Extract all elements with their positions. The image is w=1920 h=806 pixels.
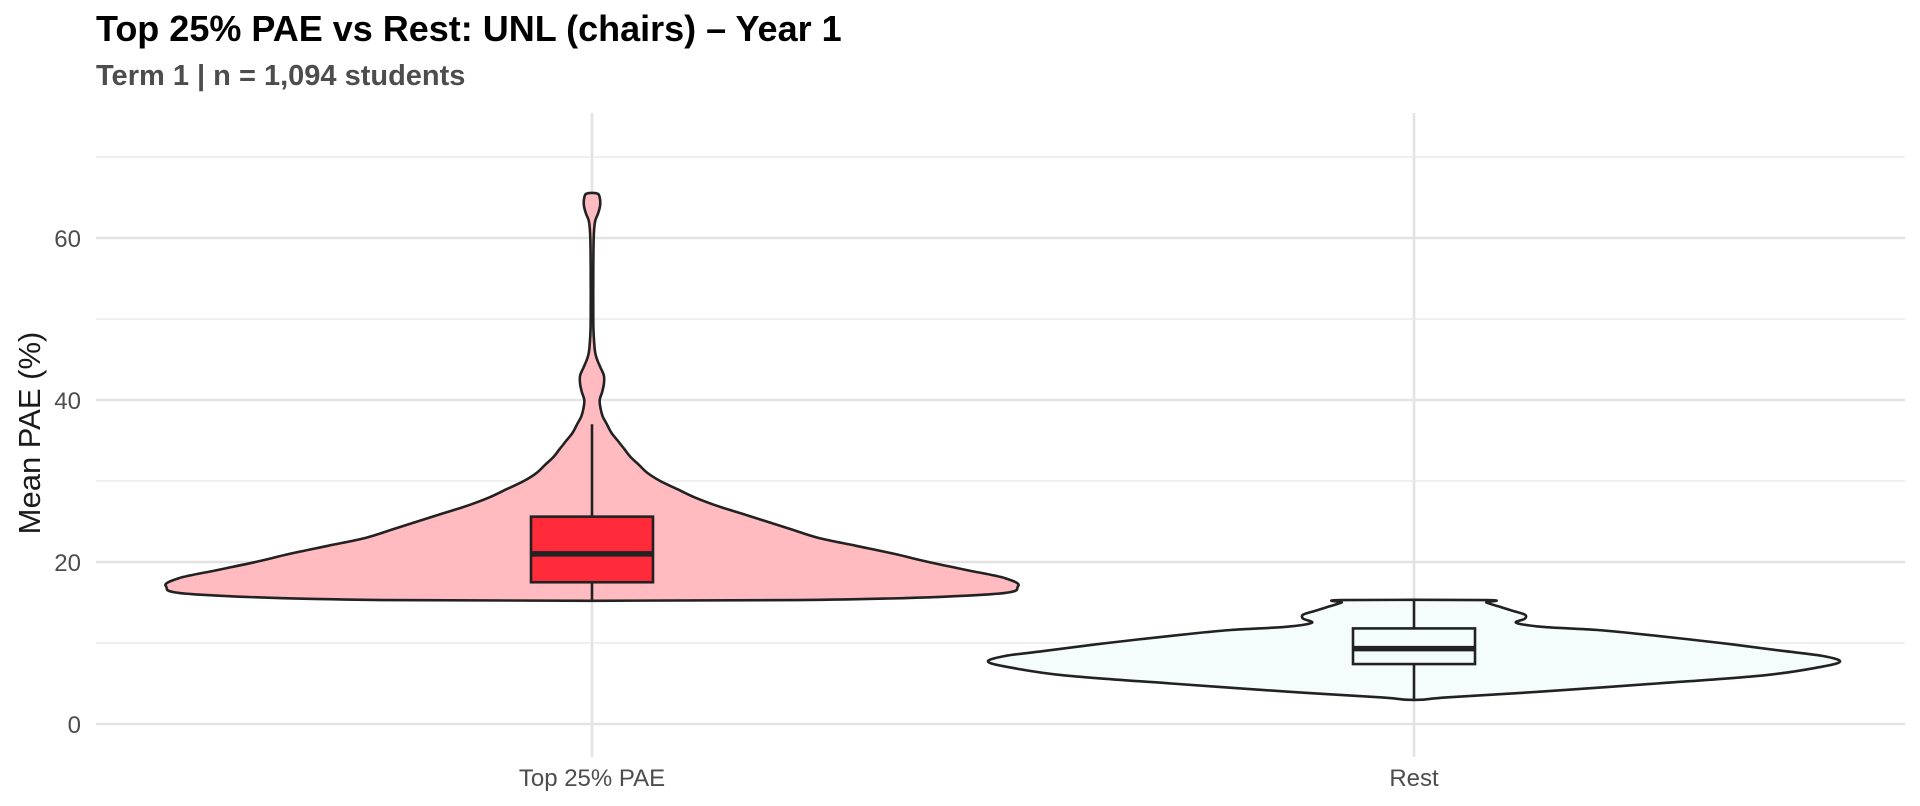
violin-top-25 bbox=[164, 191, 1020, 603]
y-tick-label: 0 bbox=[68, 712, 81, 739]
chart-subtitle: Term 1 | n = 1,094 students bbox=[96, 60, 466, 92]
y-tick-label: 60 bbox=[54, 226, 81, 253]
x-axis-ticks: Top 25% PAE Rest bbox=[519, 765, 1439, 792]
y-axis-label: Mean PAE (%) bbox=[12, 332, 47, 535]
y-axis-ticks: 0 20 40 60 bbox=[54, 226, 81, 739]
y-tick-label: 20 bbox=[54, 550, 81, 577]
chart-title: Top 25% PAE vs Rest: UNL (chairs) – Year… bbox=[96, 8, 842, 49]
violins bbox=[164, 191, 1842, 702]
boxplots bbox=[529, 424, 1477, 700]
x-tick-label: Rest bbox=[1389, 765, 1439, 792]
box bbox=[529, 515, 655, 584]
y-tick-label: 40 bbox=[54, 388, 81, 415]
x-tick-label: Top 25% PAE bbox=[519, 765, 665, 792]
